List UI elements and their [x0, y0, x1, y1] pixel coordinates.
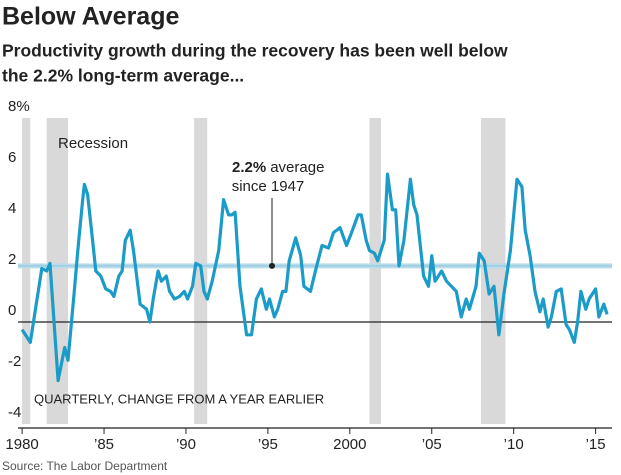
data-line: [20, 172, 609, 383]
annotation-dot: [269, 262, 275, 269]
average-annotation: 2.2% average: [232, 159, 324, 176]
y-tick-label: 8%: [8, 98, 30, 115]
x-tick-label: 2000: [333, 436, 366, 453]
y-tick-label: -2: [8, 353, 21, 370]
x-tick-label: ’10: [504, 436, 524, 453]
y-tick-label: 4: [8, 200, 16, 217]
x-tick-label: ’85: [94, 436, 114, 453]
x-tick-label: 1980: [5, 436, 38, 453]
average-text: average: [270, 159, 324, 176]
chart-subtitle: Productivity growth during the recovery …: [2, 41, 508, 61]
x-tick-label: ’90: [176, 436, 196, 453]
recession-band: [22, 118, 31, 424]
chart-subtitle: the 2.2% long-term average...: [2, 66, 244, 86]
y-tick-label: 2: [8, 251, 16, 268]
x-tick-label: ’05: [422, 436, 442, 453]
y-tick-label: 6: [8, 149, 16, 166]
x-tick-label: ’15: [586, 436, 606, 453]
y-tick-label: 0: [8, 302, 16, 319]
recession-band: [46, 118, 68, 424]
source: Source: The Labor Department: [2, 459, 168, 473]
chart-title: Below Average: [2, 3, 179, 31]
average-text: since 1947: [232, 178, 305, 195]
average-label: 2.2%: [232, 159, 266, 176]
recession-band: [369, 118, 381, 424]
x-tick-label: ’95: [258, 436, 278, 453]
chart-note: QUARTERLY, CHANGE FROM A YEAR EARLIER: [34, 391, 324, 406]
recession-label: Recession: [58, 135, 128, 152]
y-tick-label: -4: [8, 404, 21, 421]
